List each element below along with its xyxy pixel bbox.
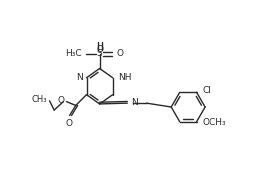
Text: OCH₃: OCH₃ [202, 118, 226, 127]
Text: O: O [57, 96, 64, 105]
Text: O: O [65, 119, 72, 128]
Text: O: O [96, 45, 103, 54]
Text: H₃C: H₃C [65, 49, 82, 58]
Text: N: N [76, 73, 83, 82]
Text: N: N [131, 98, 138, 107]
Text: Cl: Cl [202, 86, 211, 95]
Text: S: S [97, 49, 102, 58]
Text: CH₃: CH₃ [32, 95, 47, 104]
Text: NH: NH [118, 73, 132, 82]
Text: O: O [116, 49, 123, 58]
